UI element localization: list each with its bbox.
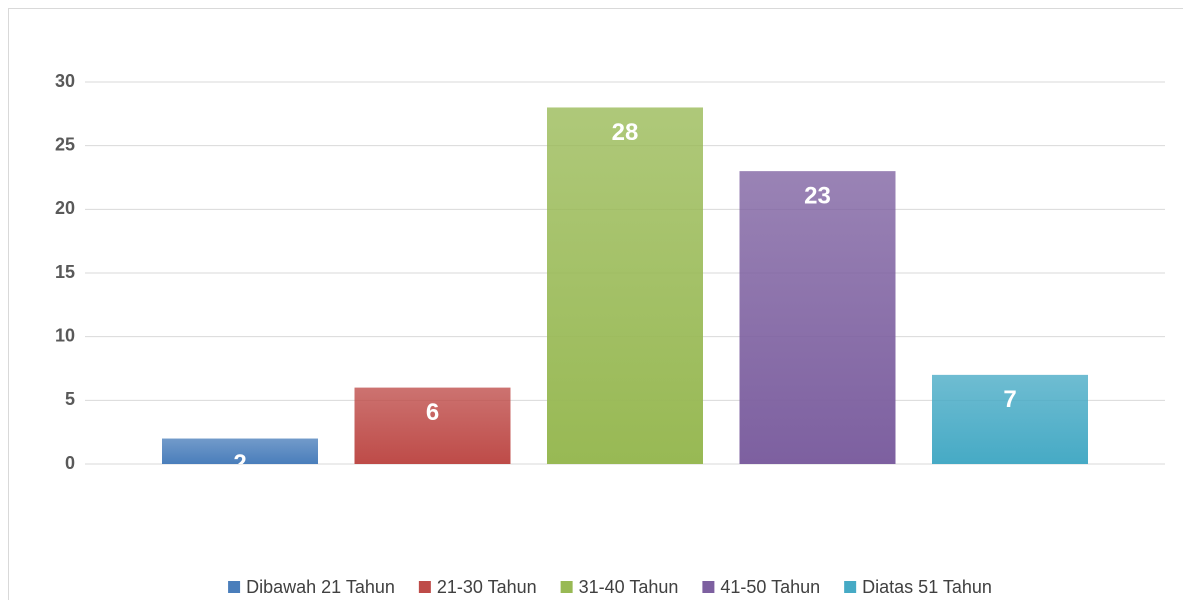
legend-swatch — [844, 581, 857, 593]
value-labels: 2 6 28 23 7 — [233, 119, 1016, 477]
value-label: 7 — [1003, 386, 1016, 413]
y-tick-label: 5 — [65, 389, 75, 409]
legend-swatch — [560, 581, 573, 593]
legend-swatch — [702, 581, 715, 593]
bar — [739, 171, 896, 464]
y-tick-label: 30 — [55, 71, 75, 91]
legend-label: Dibawah 21 Tahun — [246, 577, 395, 597]
legend-label: Diatas 51 Tahun — [862, 577, 992, 597]
bar — [162, 438, 318, 464]
legend-swatch — [418, 581, 431, 593]
legend-swatch — [228, 581, 241, 593]
value-label: 2 — [233, 450, 246, 477]
legend-label: 41-50 Tahun — [720, 577, 820, 597]
y-tick-label: 25 — [55, 134, 75, 154]
value-label: 23 — [804, 182, 831, 209]
legend-label: 21-30 Tahun — [437, 577, 537, 597]
y-tick-label: 0 — [65, 453, 75, 473]
bar — [932, 374, 1088, 464]
y-tick-label: 15 — [55, 262, 75, 282]
y-tick-label: 10 — [55, 325, 75, 345]
bar — [547, 107, 703, 464]
bar — [354, 387, 511, 464]
value-label: 28 — [612, 119, 639, 146]
value-label: 6 — [426, 399, 439, 426]
y-tick-label: 20 — [55, 198, 75, 218]
legend-label: 31-40 Tahun — [579, 577, 679, 597]
